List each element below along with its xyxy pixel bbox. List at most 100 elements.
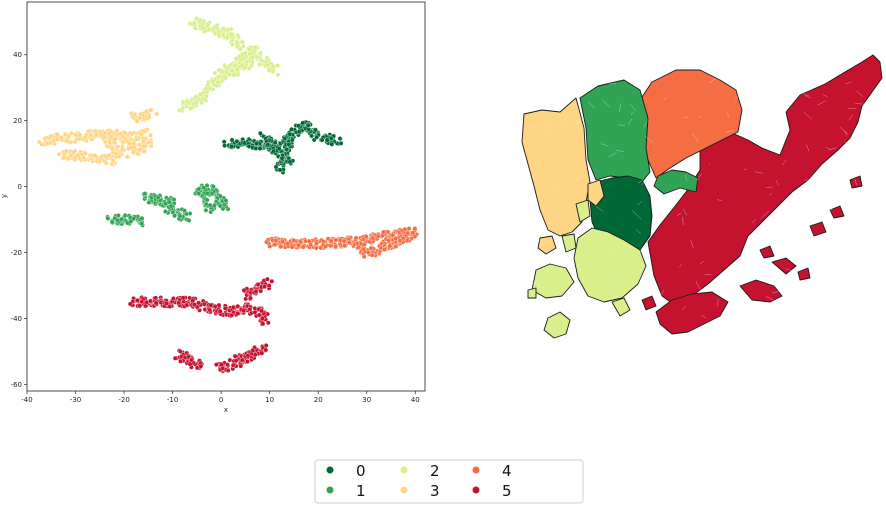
scatter-point	[177, 108, 182, 113]
scatter-point	[214, 362, 219, 367]
scatter-series-0	[221, 119, 344, 175]
legend-label-5: 5	[502, 482, 512, 500]
scatter-point	[105, 144, 111, 149]
scatter-point	[387, 243, 393, 249]
scatter-point	[265, 142, 271, 148]
scatter-point	[287, 159, 293, 165]
district-map	[521, 54, 883, 339]
scatter-point	[203, 207, 209, 213]
scatter-point	[186, 354, 191, 360]
scatter-point	[240, 44, 246, 49]
scatter-point	[194, 100, 199, 105]
scatter-point	[139, 215, 145, 221]
scatter-point	[229, 68, 235, 73]
scatter-point	[148, 298, 153, 304]
scatter-point	[270, 63, 276, 69]
scatter-point	[198, 363, 204, 369]
scatter-point	[239, 357, 245, 363]
scatter-point	[134, 118, 140, 124]
x-axis-ticks: -40 -30 -20 -10 0 10 20 30 40	[21, 391, 420, 404]
scatter-point	[402, 226, 408, 232]
legend-label-0: 0	[356, 462, 366, 480]
scatter-point	[258, 288, 264, 294]
scatter-point	[202, 29, 207, 34]
scatter-point	[197, 19, 202, 25]
scatter-point	[263, 343, 269, 348]
scatter-point	[217, 308, 223, 314]
scatter-point	[135, 298, 140, 303]
x-tick-label: 40	[411, 396, 420, 404]
scatter-point	[77, 132, 82, 138]
scatter-point	[136, 147, 142, 153]
scatter-point	[412, 226, 418, 231]
scatter-point	[88, 132, 94, 138]
scatter-point	[256, 312, 262, 318]
scatter-point	[127, 140, 133, 146]
scatter-point	[186, 218, 192, 223]
scatter-point	[137, 142, 143, 148]
scatter-point	[207, 307, 213, 313]
scatter-point	[231, 304, 236, 310]
scatter-point	[92, 153, 98, 158]
scatter-point	[381, 229, 386, 235]
scatter-point	[196, 191, 202, 196]
scatter-point	[369, 252, 375, 258]
scatter-point	[122, 130, 128, 136]
scatter-point	[128, 219, 134, 224]
legend-label-2: 2	[430, 462, 440, 480]
scatter-point	[296, 129, 302, 135]
scatter-point	[119, 147, 125, 153]
scatter-point	[48, 133, 53, 139]
scatter-point	[253, 146, 259, 151]
scatter-point	[266, 283, 272, 288]
scatter-point	[166, 199, 172, 205]
scatter-point	[164, 301, 169, 306]
scatter-point	[259, 350, 265, 356]
scatter-point	[225, 368, 231, 373]
legend-marker-1	[326, 486, 334, 494]
scatter-point	[406, 226, 412, 231]
x-tick-label: 0	[219, 396, 223, 404]
scatter-point	[275, 63, 280, 68]
scatter-point	[212, 304, 218, 309]
scatter-point	[193, 94, 199, 99]
scatter-point	[58, 135, 64, 140]
y-axis-label: y	[0, 194, 8, 198]
scatter-series-5	[127, 276, 275, 374]
legend-marker-3	[400, 486, 408, 494]
scatter-point	[229, 144, 234, 149]
scatter-point	[300, 120, 306, 126]
scatter-point	[363, 234, 369, 239]
map-region-cluster-1	[579, 79, 699, 195]
scatter-point	[216, 31, 221, 37]
scatter-point	[79, 151, 85, 157]
scatter-point	[249, 54, 255, 60]
scatter-point	[168, 203, 174, 209]
scatter-point	[338, 140, 344, 146]
scatter-point	[70, 150, 76, 156]
scatter-point	[410, 230, 416, 236]
scatter-point	[61, 155, 67, 161]
scatter-point	[282, 136, 288, 141]
scatter-point	[368, 245, 374, 251]
scatter-point	[155, 195, 161, 200]
scatter-point	[131, 150, 136, 155]
scatter-point	[289, 126, 294, 132]
scatter-point	[234, 139, 240, 144]
scatter-point	[210, 78, 216, 84]
y-tick-label: 20	[13, 117, 22, 125]
scatter-point	[397, 238, 403, 244]
scatter-point	[141, 144, 147, 149]
scatter-point	[204, 197, 210, 203]
scatter-point	[122, 212, 128, 218]
scatter-point	[287, 131, 293, 137]
scatter-point	[260, 316, 265, 321]
scatter-point	[342, 243, 347, 248]
scatter-point	[252, 352, 258, 358]
scatter-point	[234, 67, 240, 72]
scatter-point	[97, 158, 103, 164]
scatter-point	[229, 137, 235, 143]
scatter-point	[131, 141, 137, 146]
scatter-point	[263, 347, 269, 353]
